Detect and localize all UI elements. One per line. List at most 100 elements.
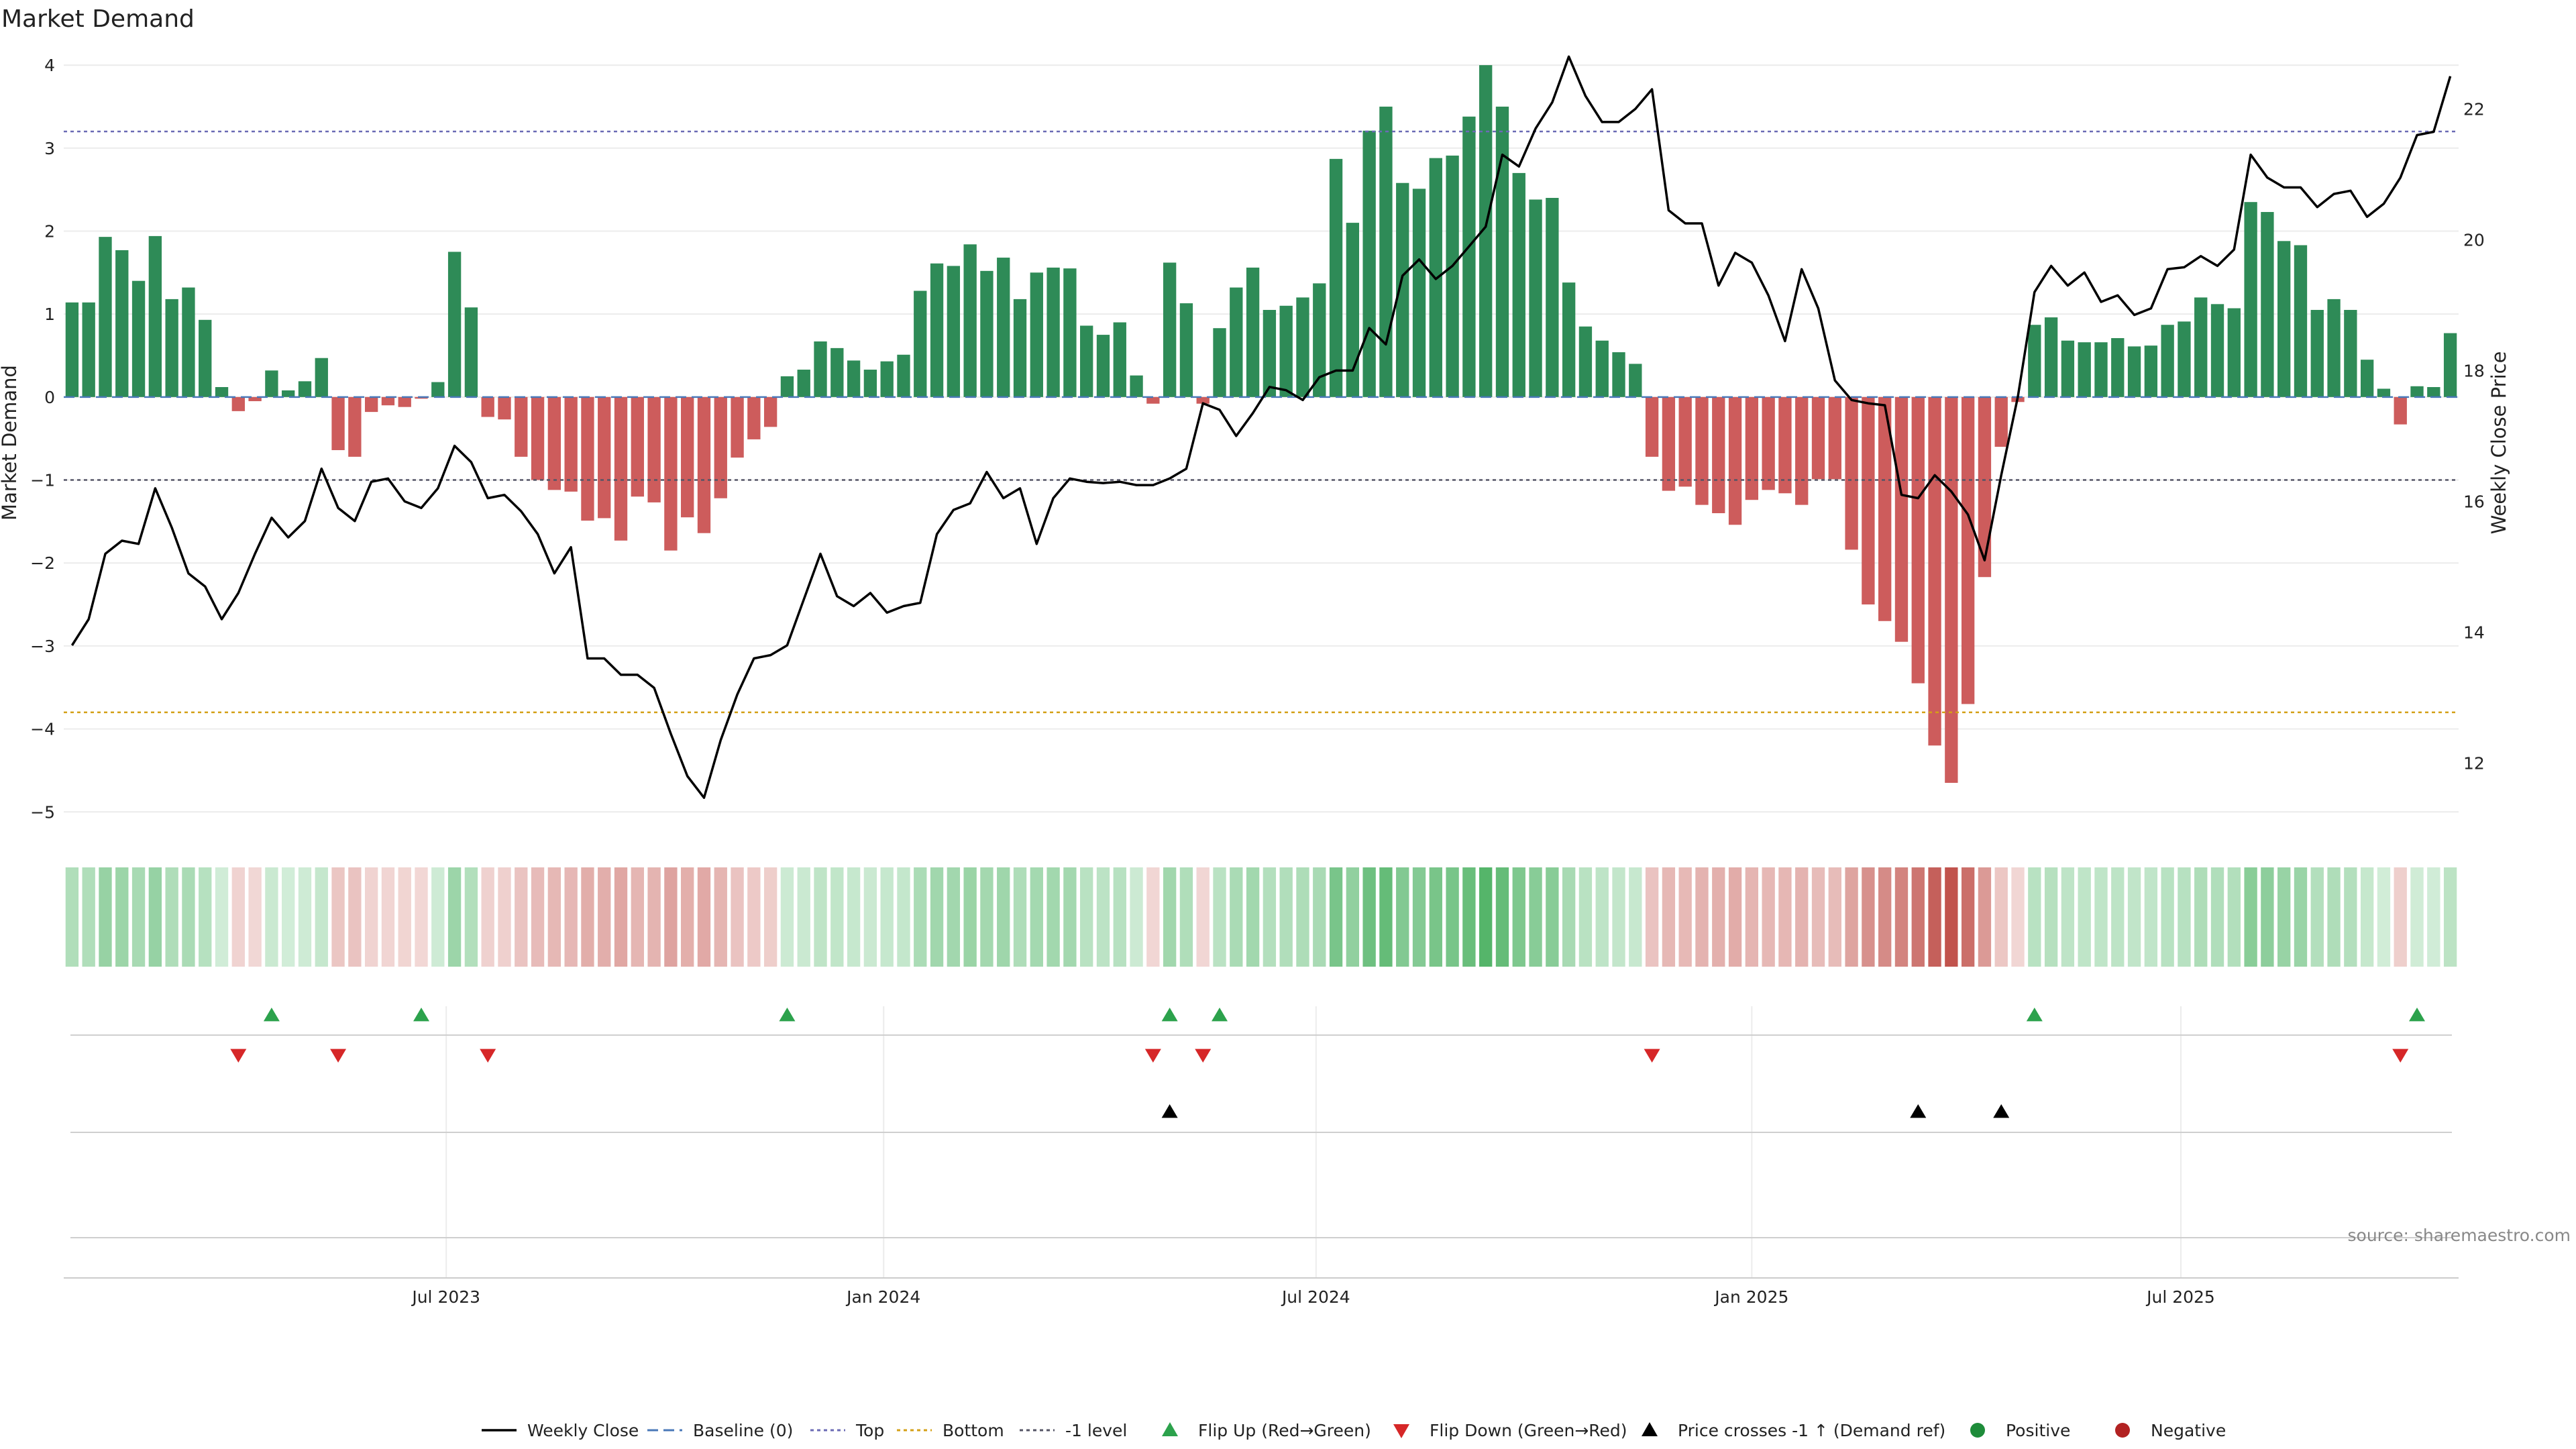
demand-bar xyxy=(2061,340,2075,397)
heat-cell xyxy=(1446,867,1459,967)
heat-cell xyxy=(2011,867,2025,967)
heat-cell xyxy=(1678,867,1692,967)
demand-bar xyxy=(1862,396,1875,605)
legend-label: Negative xyxy=(2151,1421,2226,1440)
y-tick-label: 1 xyxy=(44,305,55,324)
heat-cell xyxy=(697,867,711,967)
demand-bar xyxy=(1346,223,1360,397)
heat-cell xyxy=(282,867,295,967)
flip-up-marker xyxy=(2026,1008,2043,1022)
demand-bar xyxy=(814,341,827,397)
demand-bar xyxy=(65,302,79,397)
y2-tick-label: 14 xyxy=(2463,623,2485,642)
demand-bar xyxy=(1329,158,1343,397)
demand-bar xyxy=(1629,364,1642,397)
y2-tick-label: 18 xyxy=(2463,361,2485,380)
heat-cell xyxy=(1645,867,1659,967)
demand-bar xyxy=(647,396,661,502)
demand-bar xyxy=(830,347,844,397)
flip-down-marker xyxy=(2392,1049,2409,1063)
heat-cell xyxy=(1578,867,1593,967)
demand-bar xyxy=(1529,199,1542,397)
heat-cell xyxy=(714,867,727,967)
demand-bar xyxy=(431,382,445,397)
demand-bar xyxy=(199,319,212,397)
demand-bar xyxy=(364,396,378,413)
heat-cell xyxy=(498,867,511,967)
legend-swatch xyxy=(1393,1424,1409,1438)
demand-bar xyxy=(1096,335,1110,397)
legend-item: Flip Down (Green→Red) xyxy=(1393,1421,1627,1440)
x-tick-label: Jan 2024 xyxy=(845,1287,920,1307)
heat-cell xyxy=(131,867,146,967)
heat-cell xyxy=(1230,867,1243,967)
demand-bar xyxy=(1146,396,1160,404)
heat-cell xyxy=(863,867,877,967)
y-tick-label: −1 xyxy=(30,471,55,490)
demand-bar xyxy=(1296,297,1309,397)
demand-bar xyxy=(1080,325,1093,397)
reference-lines xyxy=(64,130,2459,714)
legend-item: Weekly Close xyxy=(482,1421,639,1440)
heat-cell xyxy=(1529,867,1542,967)
heat-cell xyxy=(481,867,494,967)
demand-bar xyxy=(1595,340,1609,397)
heat-cell xyxy=(248,867,262,967)
demand-bar xyxy=(1578,326,1593,397)
x-tick-label: Jul 2023 xyxy=(411,1287,480,1307)
heat-cell xyxy=(1263,867,1277,967)
heat-cell xyxy=(1762,867,1775,967)
heat-cell xyxy=(2094,867,2108,967)
heat-cell xyxy=(515,867,528,967)
heat-cell xyxy=(1429,867,1442,967)
legend-label: Weekly Close xyxy=(527,1421,639,1440)
heat-cell xyxy=(1961,867,1975,967)
legend: Weekly Close Baseline (0) Top Bottom -1 leve… xyxy=(482,1421,2226,1440)
heat-cell xyxy=(997,867,1010,967)
heat-cell xyxy=(1695,867,1709,967)
heat-cell xyxy=(82,867,95,967)
demand-bar xyxy=(148,235,162,397)
heat-cell xyxy=(1096,867,1110,967)
price-cross-marker xyxy=(1910,1104,1927,1118)
flip-up-marker xyxy=(1161,1008,1178,1022)
y2-tick-label: 20 xyxy=(2463,230,2485,250)
demand-bar xyxy=(1130,375,1143,397)
y-tick-label: 4 xyxy=(44,56,55,75)
heat-cell xyxy=(1346,867,1360,967)
demand-bar xyxy=(1479,65,1493,397)
heat-cell xyxy=(1313,867,1326,967)
demand-bar xyxy=(1728,396,1742,525)
heat-cell xyxy=(2244,867,2257,967)
heat-cell xyxy=(1362,867,1376,967)
demand-bar xyxy=(248,396,262,402)
demand-bar xyxy=(664,396,678,551)
heat-cell xyxy=(2261,867,2274,967)
demand-bar xyxy=(1945,396,1958,783)
demand-bar xyxy=(215,387,229,397)
demand-bar xyxy=(1512,172,1525,397)
y2-tick-label: 16 xyxy=(2463,492,2485,511)
demand-bar xyxy=(1279,305,1293,397)
demand-bar xyxy=(182,287,195,397)
demand-bar xyxy=(2028,325,2041,397)
demand-bar xyxy=(1246,267,1260,397)
demand-bar xyxy=(1412,189,1426,397)
demand-bar xyxy=(131,280,146,397)
heat-cell xyxy=(1030,867,1043,967)
heat-cell xyxy=(1146,867,1160,967)
flip-down-marker xyxy=(330,1049,347,1063)
heat-cell xyxy=(431,867,445,967)
demand-bar xyxy=(1462,116,1476,397)
x-tick-label: Jul 2024 xyxy=(1281,1287,1350,1307)
heat-cell xyxy=(1945,867,1958,967)
heat-cell xyxy=(447,867,462,967)
heat-cell xyxy=(1329,867,1343,967)
flip-up-marker xyxy=(1212,1008,1228,1022)
demand-bar xyxy=(99,237,112,397)
y-axis-label: Market Demand xyxy=(0,365,21,521)
demand-bar xyxy=(115,250,129,397)
heat-cell xyxy=(348,867,362,967)
heat-cell xyxy=(1778,867,1792,967)
